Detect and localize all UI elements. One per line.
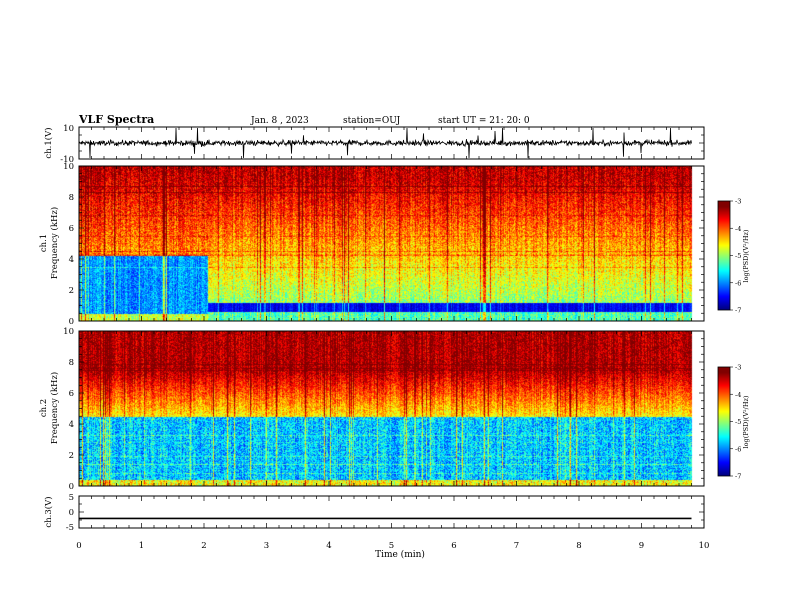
freq-tick-label: 8 bbox=[69, 193, 74, 203]
colorbar-tick-label: -3 bbox=[735, 364, 741, 372]
time-tick-label: 2 bbox=[201, 541, 206, 551]
colorbar-tick-label: -5 bbox=[735, 252, 741, 260]
ch2-spectrogram-image bbox=[79, 331, 704, 486]
ch1-spectrogram-image bbox=[79, 166, 704, 321]
colorbar-tick-label: -4 bbox=[735, 225, 741, 233]
colorbar-tick-label: -7 bbox=[735, 307, 741, 315]
time-tick-label: 4 bbox=[326, 541, 331, 551]
time-tick-label: 3 bbox=[264, 541, 269, 551]
ch2-spectrogram-ylabel-frequency: Frequency (kHz) bbox=[49, 372, 60, 444]
colorbar-tick-label: -5 bbox=[735, 418, 741, 426]
ch1-waveform-panel: 10 -10 ch.1(V) bbox=[43, 124, 705, 165]
freq-tick-label: 0 bbox=[69, 482, 74, 492]
ch1-waveform-ylabel: ch.1(V) bbox=[43, 127, 54, 158]
colorbar-tick-label: -6 bbox=[735, 445, 741, 453]
ch1-colorbar: -3 -4 -5 -6 -7 log(PSD)(V²/Hz) bbox=[717, 198, 750, 315]
colorbar-tick-label: -4 bbox=[735, 391, 741, 399]
time-tick-label: 1 bbox=[139, 541, 144, 551]
ch1-waveform-ticks bbox=[78, 126, 705, 160]
ch2-spectrogram-yticks: 0 2 4 6 8 10 bbox=[63, 327, 74, 492]
ch1-spectrogram-ylabel-frequency: Frequency (kHz) bbox=[49, 207, 60, 279]
ch1-spectrogram-ticks bbox=[78, 165, 705, 322]
figure-title: VLF Spectra bbox=[78, 113, 154, 126]
freq-tick-label: 0 bbox=[69, 317, 74, 327]
ch2-colorbar-gradient bbox=[718, 367, 730, 476]
ch1-colorbar-label: log(PSD)(V²/Hz) bbox=[742, 229, 750, 282]
ch3-waveform-panel: 5 0 -5 ch.3(V) 0 1 2 3 4 5 6 7 8 9 10 Time (min) bbox=[43, 493, 709, 560]
ch1-ytick-bottom: -10 bbox=[60, 155, 74, 165]
ch3-ytick-middle: 0 bbox=[69, 508, 74, 518]
header-date: Jan. 8 , 2023 bbox=[250, 116, 309, 126]
ch3-ytick-bottom: -5 bbox=[66, 523, 74, 533]
time-axis-label: Time (min) bbox=[375, 549, 425, 560]
time-tick-label: 8 bbox=[576, 541, 581, 551]
time-tick-label: 6 bbox=[451, 541, 456, 551]
time-tick-label: 0 bbox=[76, 541, 81, 551]
ch3-ytick-top: 5 bbox=[69, 493, 74, 503]
freq-tick-label: 4 bbox=[69, 255, 74, 265]
ch1-spectrogram-ylabel-channel: ch.1 bbox=[39, 234, 49, 252]
ch2-colorbar: -3 -4 -5 -6 -7 log(PSD)(V²/Hz) bbox=[717, 364, 750, 481]
ch1-colorbar-gradient bbox=[718, 201, 730, 310]
freq-tick-label: 8 bbox=[69, 358, 74, 368]
colorbar-tick-label: -3 bbox=[735, 198, 741, 206]
freq-tick-label: 6 bbox=[69, 389, 74, 399]
time-axis-ticklabels: 0 1 2 3 4 5 6 7 8 9 10 bbox=[76, 541, 709, 551]
freq-tick-label: 10 bbox=[63, 162, 74, 172]
freq-tick-label: 4 bbox=[69, 420, 74, 430]
ch1-waveform-line bbox=[78, 127, 692, 159]
time-tick-label: 10 bbox=[699, 541, 710, 551]
ch2-colorbar-ticks: -3 -4 -5 -6 -7 bbox=[730, 364, 741, 481]
ch3-waveform-ylabel: ch.3(V) bbox=[43, 496, 54, 527]
ch2-spectrogram-ticks bbox=[78, 330, 705, 487]
ch3-waveform-ticks bbox=[78, 495, 705, 529]
freq-tick-label: 6 bbox=[69, 224, 74, 234]
ch1-ytick-top: 10 bbox=[63, 124, 74, 134]
time-tick-label: 9 bbox=[639, 541, 644, 551]
colorbar-tick-label: -7 bbox=[735, 473, 741, 481]
time-tick-label: 5 bbox=[389, 541, 394, 551]
header-station: station=OUJ bbox=[343, 116, 401, 126]
freq-tick-label: 10 bbox=[63, 327, 74, 337]
ch2-spectrogram-panel: 0 2 4 6 8 10 ch.2 Frequency (kHz) bbox=[39, 327, 705, 492]
time-tick-label: 7 bbox=[514, 541, 519, 551]
ch1-spectrogram-yticks: 0 2 4 6 8 10 bbox=[63, 162, 74, 327]
ch1-spectrogram-panel: 0 2 4 6 8 10 ch.1 Frequency (kHz) bbox=[39, 162, 705, 327]
header-start-time: start UT = 21: 20: 0 bbox=[438, 116, 530, 126]
freq-tick-label: 2 bbox=[69, 451, 74, 461]
ch2-spectrogram-ylabel-channel: ch.2 bbox=[39, 399, 49, 417]
freq-tick-label: 2 bbox=[69, 286, 74, 296]
ch2-colorbar-label: log(PSD)(V²/Hz) bbox=[742, 395, 750, 448]
colorbar-tick-label: -6 bbox=[735, 279, 741, 287]
ch1-colorbar-ticks: -3 -4 -5 -6 -7 bbox=[730, 198, 741, 315]
